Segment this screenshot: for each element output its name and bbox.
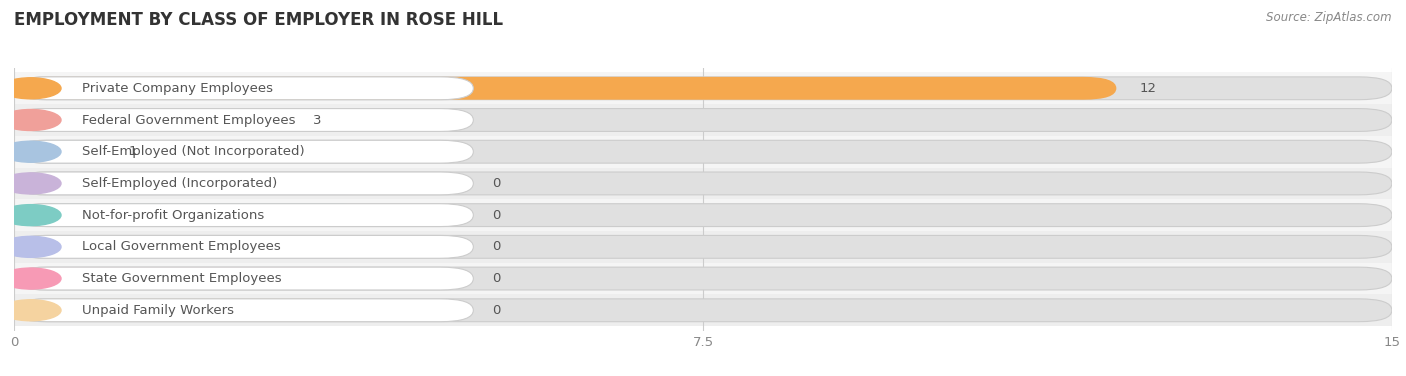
Circle shape	[0, 205, 60, 226]
Bar	[14, 168, 1392, 199]
FancyBboxPatch shape	[14, 172, 373, 195]
Text: 12: 12	[1139, 82, 1156, 95]
FancyBboxPatch shape	[14, 172, 1392, 195]
Text: Source: ZipAtlas.com: Source: ZipAtlas.com	[1267, 11, 1392, 24]
FancyBboxPatch shape	[14, 140, 1392, 163]
FancyBboxPatch shape	[14, 140, 105, 163]
Text: 0: 0	[492, 209, 501, 221]
Circle shape	[0, 173, 60, 194]
Circle shape	[0, 268, 60, 289]
FancyBboxPatch shape	[14, 299, 1392, 322]
Bar	[14, 263, 1392, 294]
FancyBboxPatch shape	[14, 235, 474, 258]
FancyBboxPatch shape	[14, 77, 1392, 100]
Circle shape	[0, 78, 60, 99]
FancyBboxPatch shape	[14, 299, 474, 322]
Text: 1: 1	[129, 145, 138, 158]
Text: Private Company Employees: Private Company Employees	[82, 82, 273, 95]
Text: Self-Employed (Incorporated): Self-Employed (Incorporated)	[82, 177, 277, 190]
Text: 3: 3	[312, 114, 321, 126]
Text: Unpaid Family Workers: Unpaid Family Workers	[82, 304, 233, 317]
Circle shape	[0, 141, 60, 162]
FancyBboxPatch shape	[14, 77, 1116, 100]
FancyBboxPatch shape	[14, 299, 373, 322]
Text: Self-Employed (Not Incorporated): Self-Employed (Not Incorporated)	[82, 145, 305, 158]
FancyBboxPatch shape	[14, 109, 1392, 132]
Bar	[14, 73, 1392, 104]
FancyBboxPatch shape	[14, 204, 1392, 227]
FancyBboxPatch shape	[14, 109, 290, 132]
FancyBboxPatch shape	[14, 204, 373, 227]
Text: 0: 0	[492, 272, 501, 285]
Bar	[14, 136, 1392, 168]
Text: Local Government Employees: Local Government Employees	[82, 240, 281, 253]
FancyBboxPatch shape	[14, 77, 474, 100]
FancyBboxPatch shape	[14, 267, 373, 290]
Bar	[14, 199, 1392, 231]
Text: EMPLOYMENT BY CLASS OF EMPLOYER IN ROSE HILL: EMPLOYMENT BY CLASS OF EMPLOYER IN ROSE …	[14, 11, 503, 29]
Text: 0: 0	[492, 240, 501, 253]
Bar	[14, 294, 1392, 326]
FancyBboxPatch shape	[14, 109, 474, 132]
FancyBboxPatch shape	[14, 235, 1392, 258]
Text: State Government Employees: State Government Employees	[82, 272, 281, 285]
FancyBboxPatch shape	[14, 267, 474, 290]
Text: 0: 0	[492, 177, 501, 190]
Circle shape	[0, 300, 60, 321]
Bar	[14, 231, 1392, 263]
FancyBboxPatch shape	[14, 172, 474, 195]
Text: 0: 0	[492, 304, 501, 317]
Text: Not-for-profit Organizations: Not-for-profit Organizations	[82, 209, 264, 221]
FancyBboxPatch shape	[14, 267, 1392, 290]
Bar	[14, 104, 1392, 136]
FancyBboxPatch shape	[14, 235, 373, 258]
Circle shape	[0, 237, 60, 257]
FancyBboxPatch shape	[14, 204, 474, 227]
Text: Federal Government Employees: Federal Government Employees	[82, 114, 295, 126]
FancyBboxPatch shape	[14, 140, 474, 163]
Circle shape	[0, 109, 60, 130]
